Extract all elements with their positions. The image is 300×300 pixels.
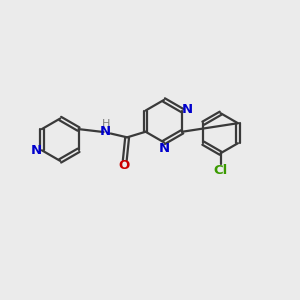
Text: H: H: [101, 119, 110, 129]
Text: N: N: [159, 142, 170, 155]
Text: N: N: [100, 125, 111, 138]
Text: N: N: [31, 144, 42, 157]
Text: N: N: [182, 103, 193, 116]
Text: O: O: [118, 159, 130, 172]
Text: Cl: Cl: [214, 164, 228, 177]
